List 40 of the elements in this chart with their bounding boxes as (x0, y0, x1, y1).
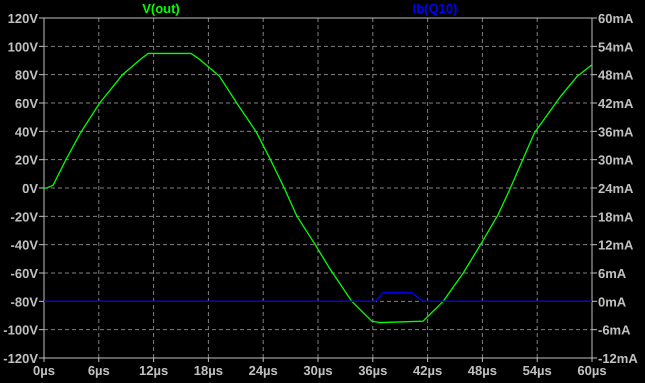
x-tick-label: 0µs (33, 363, 55, 378)
x-tick-label: 60µs (577, 363, 607, 378)
y2-tick-label: -6mA (598, 322, 632, 338)
x-tick-label: 24µs (248, 363, 278, 378)
text: V(out) (142, 1, 180, 16)
y2-tick-label: 48mA (598, 68, 634, 83)
y2-tick-label: 18mA (598, 209, 634, 224)
y2-tick-label: 6mA (598, 266, 627, 281)
y2-tick-label: 30mA (598, 152, 634, 168)
y2-tick-label: 0mA (598, 294, 627, 310)
y-tick-label: -40V (10, 238, 38, 253)
y2-tick-label: -12mA (598, 351, 638, 366)
y2-tick-label: 36mA (598, 124, 634, 140)
y-tick-label: 80V (14, 68, 38, 83)
y2-tick-label: 54mA (598, 39, 634, 54)
y-tick-label: -80V (10, 294, 38, 310)
x-tick-label: 54µs (522, 363, 552, 378)
y-tick-label: -120V (3, 351, 38, 366)
x-tick-label: 36µs (358, 363, 388, 378)
y2-tick-label: 60mA (598, 11, 634, 26)
x-tick-label: 30µs (303, 363, 333, 378)
y2-tick-label: 12mA (598, 238, 634, 253)
y-tick-label: 120V (8, 11, 38, 26)
y-tick-label: 100V (8, 39, 38, 54)
line-series (43, 52, 593, 324)
y-tick-label: -100V (3, 322, 38, 338)
y-tick-label: 0V (22, 181, 38, 196)
x-tick-label: 12µs (139, 363, 168, 378)
y-tick-label: 20V (14, 152, 38, 168)
x-tick-label: 18µs (194, 363, 223, 378)
x-tick-label: 42µs (413, 363, 442, 378)
y2-tick-label: 42mA (598, 96, 634, 111)
y-tick-label: -20V (10, 209, 38, 224)
text: Ib(Q10) (412, 1, 458, 16)
y-tick-label: 40V (14, 124, 38, 140)
y2-tick-label: 24mA (598, 181, 634, 196)
x-tick-label: 48µs (468, 363, 497, 378)
x-tick-label: 6µs (88, 363, 110, 378)
y-tick-label: 60V (14, 96, 38, 111)
y-tick-label: -60V (10, 266, 38, 281)
